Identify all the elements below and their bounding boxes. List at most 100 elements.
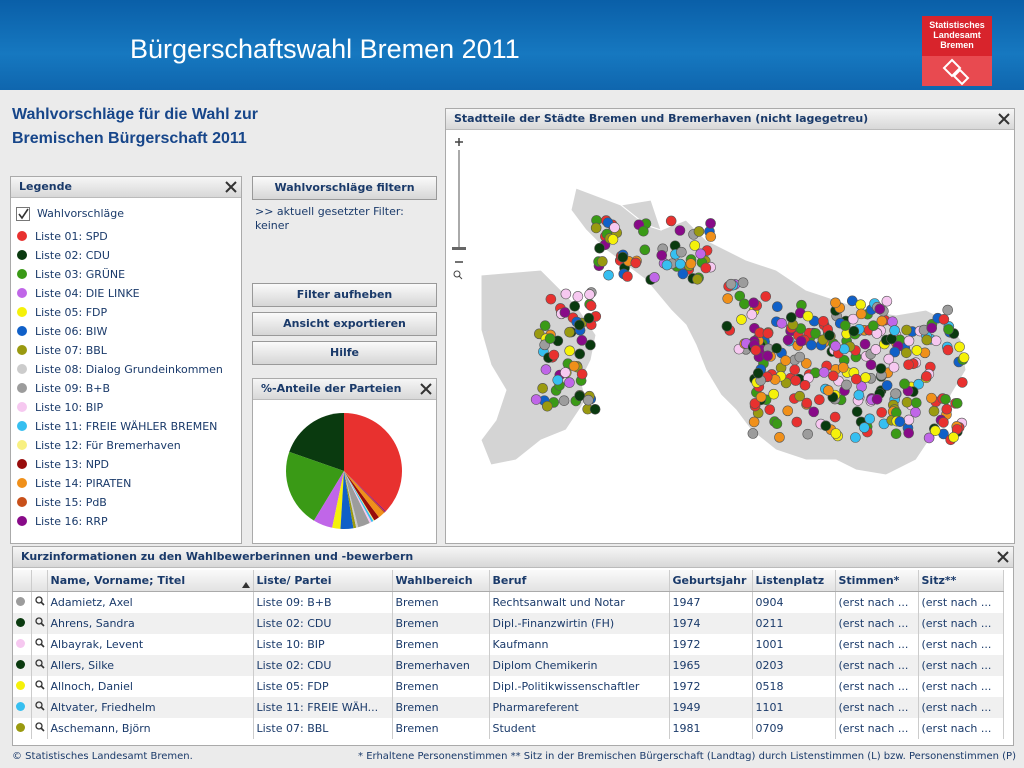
- map-dot: [584, 289, 595, 300]
- table-cell: Dipl.-Finanzwirtin (FH): [489, 613, 670, 634]
- table-cell: Bremen: [392, 634, 490, 655]
- legend-item: Liste 04: DIE LINKE: [17, 284, 140, 303]
- table-cell: Liste 09: B+B: [253, 591, 393, 613]
- map-dot: [576, 335, 588, 346]
- table-cell: Liste 02: CDU: [253, 655, 393, 676]
- table-cell: (erst nach ...: [835, 718, 919, 739]
- checkbox[interactable]: [16, 207, 30, 221]
- button[interactable]: Ansicht exportieren: [252, 312, 437, 336]
- table-cell: Bremen: [392, 697, 490, 718]
- map-dot: [818, 315, 829, 327]
- legend-label: Liste 13: NPD: [35, 458, 110, 471]
- header-cell[interactable]: Name, Vorname; Titel: [47, 570, 254, 592]
- close-button[interactable]: [224, 180, 238, 194]
- table-cell: Allers, Silke: [47, 655, 254, 676]
- header-cell[interactable]: Wahlbereich: [392, 570, 490, 592]
- map-dot: [938, 314, 950, 325]
- logo: Statistisches Landesamt Bremen: [922, 16, 992, 86]
- detail-cell: [31, 634, 48, 655]
- map-dot: [875, 363, 887, 374]
- button[interactable]: Hilfe: [252, 341, 437, 365]
- pie-slice: [344, 413, 402, 512]
- map-dot: [693, 226, 705, 237]
- table-cell: Bremen: [392, 718, 490, 739]
- close-button[interactable]: [997, 112, 1011, 126]
- panel-header: Legende: [11, 177, 241, 198]
- column-title: Wahlbereich: [395, 574, 473, 587]
- table-cell: Liste 07: BBL: [253, 718, 393, 739]
- table-cell: 1949: [669, 697, 753, 718]
- zoom-control[interactable]: [452, 138, 466, 280]
- party-dot: [16, 681, 25, 690]
- legend-item: Liste 11: FREIE WÄHLER BREMEN: [17, 417, 217, 436]
- pie-slice: [344, 471, 359, 528]
- table-row[interactable]: Allers, Silke Liste 02: CDU Bremerhaven Dip…: [13, 655, 1004, 676]
- pie-slice: [344, 471, 370, 528]
- map-dot: [676, 246, 687, 258]
- map-dot: [814, 394, 825, 406]
- table-cell: Liste 11: FREIE WÄH...: [253, 697, 393, 718]
- map-dot: [810, 328, 821, 339]
- table-cell: 1972: [669, 676, 753, 697]
- table-cell: 0203: [752, 655, 836, 676]
- pie-slice: [344, 471, 379, 521]
- table-cell: 1947: [669, 591, 753, 613]
- header-cell[interactable]: Beruf: [489, 570, 670, 592]
- table-cell: Liste 10: BIP: [253, 634, 393, 655]
- table-cell: (erst nach ...: [835, 613, 919, 634]
- map-dot: [747, 428, 759, 439]
- map-dot: [926, 322, 938, 334]
- map-dot: [855, 299, 866, 311]
- detail-cell: [31, 718, 48, 739]
- table-cell: (erst nach ...: [918, 655, 1004, 676]
- map-dot: [748, 297, 759, 309]
- panel-header: Stadtteile der Städte Bremen und Bremerh…: [446, 109, 1014, 130]
- magnifier-lens: [34, 659, 43, 667]
- map-dot: [574, 390, 585, 402]
- map-dot: [530, 394, 542, 405]
- map-dot: [818, 367, 830, 378]
- table-row[interactable]: Altvater, Friedhelm Liste 11: FREIE WÄH..…: [13, 697, 1004, 718]
- table-row[interactable]: Aschemann, Björn Liste 07: BBL Bremen Stude…: [13, 718, 1004, 739]
- table-cell: Bremen: [392, 591, 490, 613]
- map-dot: [910, 397, 922, 409]
- pie-slice: [289, 413, 344, 471]
- map-dot: [774, 432, 785, 443]
- map-dot: [564, 345, 575, 357]
- footer-left: © Statistisches Landesamt Bremen.: [12, 751, 193, 762]
- map-dot: [762, 328, 774, 339]
- close-button[interactable]: [419, 382, 433, 396]
- filter-button[interactable]: Wahlvorschläge filtern: [252, 176, 437, 200]
- header-cell[interactable]: Liste/ Partei: [253, 570, 393, 592]
- pie-panel: %-Anteile der Parteien: [252, 378, 437, 544]
- legend-swatch: [17, 364, 27, 374]
- table-cell: (erst nach ...: [918, 718, 1004, 739]
- map-dot: [903, 335, 915, 347]
- table-row[interactable]: Allnoch, Daniel Liste 05: FDP Bremen Dipl.-…: [13, 676, 1004, 697]
- magnifier-handle: [39, 727, 45, 732]
- map-dot: [594, 242, 605, 254]
- map-dot: [748, 416, 760, 428]
- table-row[interactable]: Ahrens, Sandra Liste 02: CDU Bremen Dipl.-F…: [13, 613, 1004, 634]
- table-row[interactable]: Adamietz, Axel Liste 09: B+B Bremen Rechtsa…: [13, 591, 1004, 613]
- map-dot: [794, 390, 806, 402]
- map-dot: [782, 405, 794, 417]
- legend-item: Liste 08: Dialog Grundeinkommen: [17, 360, 223, 379]
- header-cell[interactable]: Stimmen*: [835, 570, 919, 592]
- header-cell[interactable]: Listenplatz: [752, 570, 836, 592]
- map-dot: [574, 319, 585, 331]
- map-dot: [661, 259, 673, 271]
- table-cell: (erst nach ...: [835, 697, 919, 718]
- map-dot: [801, 358, 812, 369]
- table-cell: (erst nach ...: [918, 697, 1004, 718]
- table-cell: (erst nach ...: [918, 613, 1004, 634]
- table-row[interactable]: Albayrak, Levent Liste 10: BIP Bremen Kaufm…: [13, 634, 1004, 655]
- table-cell: (erst nach ...: [835, 655, 919, 676]
- header-cell[interactable]: Geburtsjahr: [669, 570, 753, 592]
- button[interactable]: Filter aufheben: [252, 283, 437, 307]
- party-dot-cell: [13, 591, 32, 613]
- map-dot: [674, 258, 686, 270]
- table-cell: Liste 02: CDU: [253, 613, 393, 634]
- close-button[interactable]: [996, 550, 1010, 564]
- header-cell[interactable]: Sitz**: [918, 570, 1004, 592]
